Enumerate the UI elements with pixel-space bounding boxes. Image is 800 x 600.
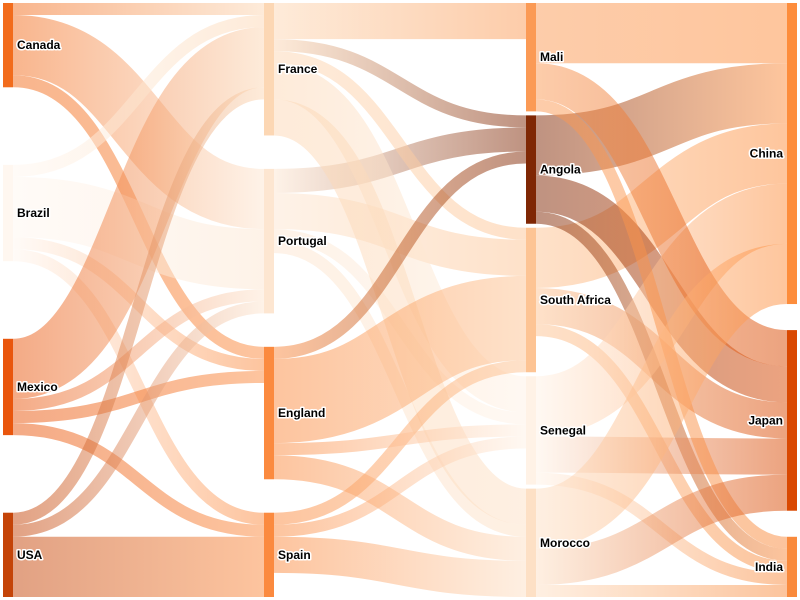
sankey-node-label-england: England bbox=[278, 406, 325, 420]
sankey-node-mali[interactable] bbox=[526, 3, 536, 112]
sankey-link-mexico-to-portugal[interactable] bbox=[12, 289, 265, 412]
sankey-node-canada[interactable] bbox=[3, 3, 13, 88]
sankey-node-label-morocco: Morocco bbox=[540, 536, 590, 550]
sankey-node-label-china: China bbox=[750, 147, 784, 161]
labels-layer: Canada Brazil Mexico USA France Portugal Engla… bbox=[16, 37, 785, 576]
sankey-link-morocco-to-japan[interactable] bbox=[535, 474, 788, 585]
sankey-node-label-spain: Spain bbox=[278, 548, 311, 562]
sankey-node-label-angola: Angola bbox=[540, 163, 581, 177]
sankey-link-mali-to-japan[interactable] bbox=[534, 63, 789, 367]
sankey-node-label-india: India bbox=[755, 560, 783, 574]
sankey-node-label-mali: Mali bbox=[540, 50, 563, 64]
sankey-node-label-mexico: Mexico bbox=[17, 380, 58, 394]
sankey-node-france[interactable] bbox=[264, 3, 274, 136]
sankey-node-label-portugal: Portugal bbox=[278, 234, 327, 248]
sankey-link-england-to-senegal[interactable] bbox=[273, 424, 527, 456]
sankey-link-england-to-morocco[interactable] bbox=[273, 455, 527, 561]
nodes-layer bbox=[3, 3, 797, 597]
sankey-node-label-senegal: Senegal bbox=[540, 423, 586, 437]
sankey-node-label-brazil: Brazil bbox=[17, 206, 50, 220]
sankey-link-mexico-to-spain[interactable] bbox=[12, 423, 265, 537]
sankey-node-mexico[interactable] bbox=[3, 338, 13, 436]
sankey-link-canada-to-portugal[interactable] bbox=[11, 15, 266, 230]
sankey-node-label-japan: Japan bbox=[748, 413, 783, 427]
sankey-node-portugal[interactable] bbox=[264, 168, 274, 314]
sankey-link-france-to-south-africa[interactable] bbox=[273, 51, 527, 240]
sankey-node-label-canada: Canada bbox=[17, 38, 61, 52]
sankey-link-mexico-to-england[interactable] bbox=[12, 370, 265, 424]
sankey-node-south-africa[interactable] bbox=[526, 227, 536, 373]
sankey-node-china[interactable] bbox=[787, 3, 797, 305]
sankey-node-morocco[interactable] bbox=[526, 488, 536, 597]
sankey-link-spain-to-morocco[interactable] bbox=[273, 536, 527, 598]
sankey-link-england-to-angola[interactable] bbox=[273, 151, 527, 359]
sankey-node-label-france: France bbox=[278, 62, 318, 76]
sankey-link-portugal-to-angola[interactable] bbox=[273, 127, 527, 193]
sankey-link-mexico-to-france[interactable] bbox=[10, 27, 267, 400]
sankey-node-brazil[interactable] bbox=[3, 164, 13, 262]
sankey-node-usa[interactable] bbox=[3, 512, 13, 597]
sankey-link-angola-to-china[interactable] bbox=[535, 63, 788, 176]
sankey-node-india[interactable] bbox=[787, 536, 797, 597]
sankey-node-angola[interactable] bbox=[526, 115, 536, 224]
sankey-link-england-to-south-africa[interactable] bbox=[272, 275, 528, 444]
sankey-link-brazil-to-spain[interactable] bbox=[12, 249, 265, 525]
sankey-node-japan[interactable] bbox=[787, 330, 797, 511]
sankey-link-mali-to-india[interactable] bbox=[535, 99, 788, 549]
sankey-link-usa-to-france[interactable] bbox=[12, 87, 265, 525]
sankey-link-morocco-to-china[interactable] bbox=[533, 243, 790, 549]
sankey-node-senegal[interactable] bbox=[526, 376, 536, 485]
sankey-node-label-south-africa: South Africa bbox=[540, 293, 611, 307]
sankey-node-label-usa: USA bbox=[17, 548, 43, 562]
links-layer bbox=[10, 2, 790, 598]
sankey-link-france-to-angola[interactable] bbox=[273, 39, 527, 128]
sankey-link-brazil-to-france[interactable] bbox=[12, 15, 265, 177]
sankey-node-england[interactable] bbox=[264, 346, 274, 480]
sankey-link-spain-to-senegal[interactable] bbox=[273, 436, 527, 537]
sankey-link-usa-to-portugal[interactable] bbox=[12, 301, 265, 537]
sankey-node-spain[interactable] bbox=[264, 512, 274, 597]
